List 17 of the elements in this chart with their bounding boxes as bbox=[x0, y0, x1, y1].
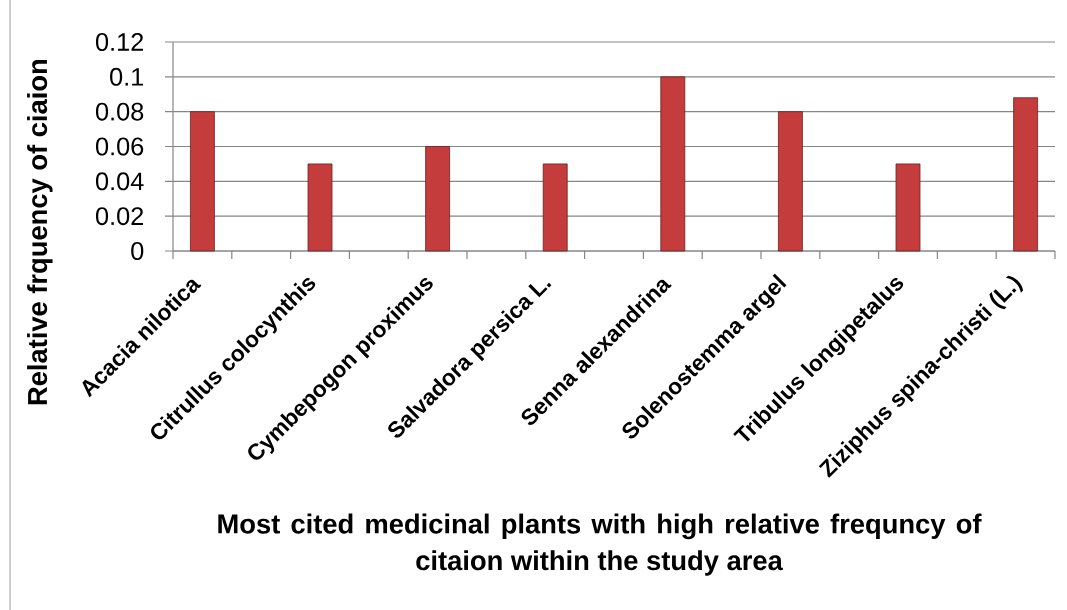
y-axis-title: Relative frquency of ciaion bbox=[27, 60, 53, 405]
y-tick-label: 0.02 bbox=[95, 207, 144, 226]
bar bbox=[778, 111, 803, 252]
bar bbox=[542, 163, 568, 252]
bar bbox=[1013, 97, 1038, 252]
y-tick-label: 0.08 bbox=[95, 102, 144, 121]
bar bbox=[660, 76, 686, 252]
x-axis-title: Most cited medicinal plants with high relative frequncy of citaion within the study area bbox=[218, 513, 982, 576]
y-tick-label: 0 bbox=[131, 242, 144, 260]
bar bbox=[895, 163, 921, 252]
y-tick-label: 0.04 bbox=[95, 172, 144, 191]
bar bbox=[190, 111, 215, 252]
y-tick-label: 0.06 bbox=[95, 137, 144, 156]
y-tick-label: 0.12 bbox=[95, 33, 144, 51]
bar bbox=[307, 163, 333, 252]
y-tick-label: 0.1 bbox=[110, 67, 144, 86]
bar bbox=[425, 146, 450, 252]
